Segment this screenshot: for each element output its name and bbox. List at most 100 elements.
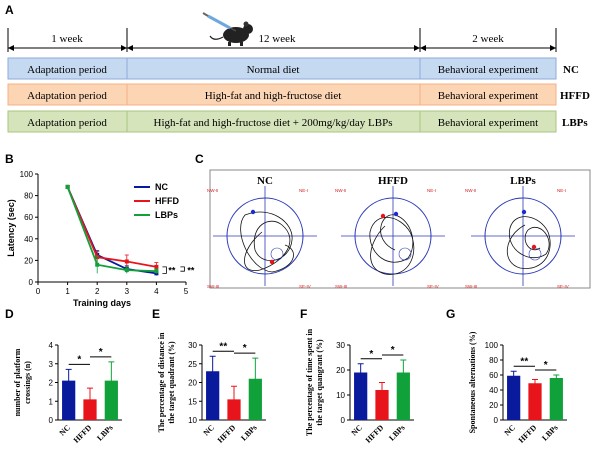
- category-label: LBPs: [95, 423, 115, 443]
- significance-mark: *: [391, 345, 395, 356]
- quadrant-label: SE-IV: [427, 284, 439, 289]
- x-tick-label: 2: [95, 287, 100, 296]
- y-tick-label: 15: [188, 397, 197, 406]
- x-axis-title: Training days: [73, 298, 131, 308]
- row-nc-col1: Adaptation period: [27, 64, 107, 76]
- phase-2-label: 12 week: [259, 33, 296, 45]
- y-axis-title: Latency (sec): [6, 199, 16, 257]
- category-label: LBPs: [540, 423, 560, 443]
- quadrant-label: NE-I: [427, 188, 436, 193]
- row-hffd-col2: High-fat and high-fructose diet: [205, 90, 342, 102]
- platform: [398, 247, 412, 261]
- y-tick-label: 100: [485, 341, 499, 350]
- row-nc-col2: Normal diet: [247, 64, 300, 76]
- significance-mark: *: [369, 349, 373, 360]
- y-axis-title: number of platform: [13, 348, 22, 416]
- y-axis-title: the target quadrant (%): [167, 341, 176, 424]
- y-axis-title: the target quangrant (%): [315, 339, 324, 426]
- maze-title: NC: [257, 175, 273, 187]
- row-lbps-col3: Behavioral experiment: [438, 117, 539, 129]
- significance-mark: *: [77, 354, 81, 365]
- panel-label-b: B: [5, 152, 14, 166]
- category-label: NC: [58, 423, 73, 438]
- category-label: LBPs: [387, 423, 407, 443]
- significance-mark: *: [544, 360, 548, 371]
- series-line-nc: [66, 186, 157, 275]
- bar-hffd: [528, 383, 542, 420]
- significance-mark: **: [520, 356, 528, 367]
- category-label: LBPs: [239, 423, 259, 443]
- row-lbps-col1: Adaptation period: [27, 117, 107, 129]
- bar-lbps: [396, 372, 410, 420]
- y-axis-title: Spontaneous alternations (%): [468, 331, 477, 433]
- maze-panel: NC NW-II NE-I SW-III SE-IV HFFD NW-II NE-I SW-II…: [207, 175, 575, 289]
- y-tick-label: 30: [188, 341, 197, 350]
- data-point: [154, 264, 159, 269]
- y-axis-title: The percentage of distance in: [157, 332, 166, 432]
- y-tick-label: 80: [24, 192, 33, 201]
- panel-label-c: C: [195, 152, 204, 166]
- legend-label: NC: [155, 182, 168, 192]
- quadrant-label: SE-IV: [557, 284, 569, 289]
- y-tick-label: 10: [336, 391, 345, 400]
- chart-f: 0 10 20 30 NC HFFD LBPs * * The percentage of tim…: [305, 328, 414, 445]
- category-label: NC: [503, 423, 518, 438]
- data-point: [154, 269, 159, 274]
- chart-d: 0 1 2 3 4 NC HFFD LBPs * * number of platform cross…: [13, 341, 122, 445]
- row-lbps-col2: High-fat and high-fructose diet + 200mg/…: [154, 117, 393, 129]
- row-hffd-col3: Behavioral experiment: [438, 90, 539, 102]
- y-tick-label: 40: [24, 235, 33, 244]
- bar-nc: [206, 371, 220, 420]
- row-cell: [419, 57, 557, 80]
- x-tick-label: 5: [184, 287, 189, 296]
- significance-mark: **: [168, 265, 176, 275]
- series-line-hffd: [66, 186, 157, 268]
- y-tick-label: 0: [494, 416, 499, 425]
- row-hffd-col1: Adaptation period: [27, 90, 107, 102]
- panel-label-d: D: [5, 307, 14, 321]
- legend-label: LBPs: [155, 210, 178, 220]
- data-point: [95, 262, 100, 267]
- group-row-nc: Adaptation period Normal diet Behavioral…: [7, 57, 579, 80]
- start-point: [521, 209, 527, 215]
- y-axis-title: crossings (n): [23, 361, 32, 404]
- quadrant-label: SE-IV: [299, 284, 311, 289]
- y-tick-label: 30: [336, 341, 345, 350]
- start-point: [250, 209, 256, 215]
- panel-label-f: F: [300, 307, 307, 321]
- maze-title: LBPs: [510, 175, 536, 187]
- start-point: [393, 211, 399, 217]
- y-tick-label: 25: [188, 360, 197, 369]
- significance-bracket: [162, 266, 167, 274]
- bar-nc: [354, 372, 368, 420]
- quadrant-label: NW-II: [207, 188, 218, 193]
- row-nc-label: NC: [563, 64, 579, 76]
- category-label: HFFD: [72, 423, 94, 445]
- y-tick-label: 0: [29, 278, 34, 287]
- y-tick-label: 20: [489, 401, 498, 410]
- quadrant-label: SW-III: [207, 284, 219, 289]
- quadrant-label: NW-II: [335, 188, 346, 193]
- bar-lbps: [104, 380, 118, 420]
- bar-hffd: [375, 390, 389, 420]
- data-point: [65, 184, 70, 189]
- panel-label-g: G: [446, 307, 455, 321]
- x-tick-label: 0: [36, 287, 41, 296]
- data-point: [124, 259, 129, 264]
- y-tick-label: 0: [49, 416, 54, 425]
- row-lbps-label: LBPs: [562, 117, 588, 129]
- series-line-lbps: [66, 186, 157, 273]
- y-tick-label: 60: [24, 213, 33, 222]
- chart-b: 0 20 40 60 80 100 0 1 2 3 4 5 Training days Latency (…: [6, 170, 195, 308]
- category-label: HFFD: [216, 423, 238, 445]
- quadrant-label: NW-II: [465, 188, 476, 193]
- category-label: NC: [202, 423, 217, 438]
- y-tick-label: 3: [49, 360, 54, 369]
- y-tick-label: 1: [49, 397, 54, 406]
- syringe-icon: [202, 12, 237, 32]
- maze-title: HFFD: [378, 175, 408, 187]
- row-cell: [419, 83, 557, 106]
- panel-label-e: E: [152, 307, 160, 321]
- y-tick-label: 80: [489, 356, 498, 365]
